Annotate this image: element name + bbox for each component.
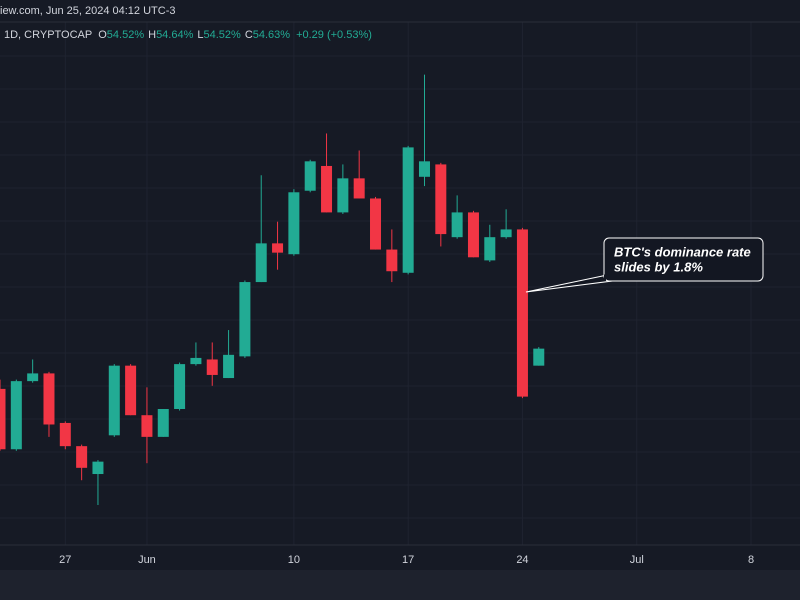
symbol: 1D, CRYPTOCAP (4, 29, 92, 41)
candle-body (125, 365, 137, 416)
x-axis-labels: 27 Jun 10 17 24 Jul 8 (59, 554, 754, 566)
ohlc-value: 54.52% (107, 29, 145, 41)
candle-body (190, 357, 202, 365)
candle-body (43, 373, 55, 425)
candle-body (418, 161, 430, 177)
candle-body (533, 348, 545, 366)
bottom-bar (0, 570, 800, 600)
x-tick-label: Jun (138, 554, 156, 566)
candle-body (304, 161, 316, 191)
candle-body (435, 164, 447, 235)
x-tick-label: 8 (748, 554, 754, 566)
candle-body (10, 381, 22, 450)
candle-body (223, 354, 235, 379)
candle-body (239, 282, 251, 357)
x-tick-label: 17 (402, 554, 414, 566)
candle-body (157, 409, 169, 437)
candle-body (386, 249, 398, 272)
ohlc-label: C (245, 29, 253, 41)
candle-body (0, 388, 6, 450)
candles (0, 74, 545, 505)
candle-body (321, 165, 333, 213)
candle-body (500, 229, 512, 238)
candle-body (402, 147, 414, 273)
candle-body (141, 415, 153, 437)
x-tick-label: Jul (630, 554, 644, 566)
candle-body (76, 446, 88, 468)
change: +0.29 (+0.53%) (296, 29, 372, 41)
annotation-line: slides by 1.8% (614, 259, 703, 274)
candle-body (59, 422, 71, 447)
candle-body (451, 212, 463, 238)
candle-body (108, 365, 120, 436)
ohlc-label: L (197, 29, 203, 41)
candle-body (92, 461, 104, 475)
ohlc-value: 54.52% (204, 29, 242, 41)
candle-body (484, 237, 496, 261)
ohlc-label: O (98, 29, 107, 41)
annotation-line: BTC's dominance rate (614, 244, 751, 259)
ohlc-value: 54.63% (253, 29, 291, 41)
callout-box (603, 237, 764, 282)
x-tick-label: 27 (59, 554, 71, 566)
candle-body (206, 359, 218, 375)
legend-row: 1D, CRYPTOCAP O54.52% H54.64% L54.52% C54.63… (4, 29, 372, 41)
candle-body (516, 229, 528, 397)
candle-body (288, 192, 300, 255)
candle-body (255, 243, 267, 283)
candle-body (337, 178, 349, 213)
x-tick-label: 10 (288, 554, 300, 566)
candle-body (370, 198, 382, 250)
ohlc-label: H (148, 29, 156, 41)
candle-body (272, 243, 284, 253)
candle-body (27, 373, 39, 382)
source-line: iew.com, Jun 25, 2024 04:12 UTC-3 (0, 5, 175, 17)
candle-body (353, 178, 365, 199)
x-tick-label: 24 (516, 554, 528, 566)
time-axis (0, 545, 800, 570)
candle-body (467, 212, 479, 258)
ohlc-value: 54.64% (156, 29, 194, 41)
candle-body (174, 364, 186, 410)
